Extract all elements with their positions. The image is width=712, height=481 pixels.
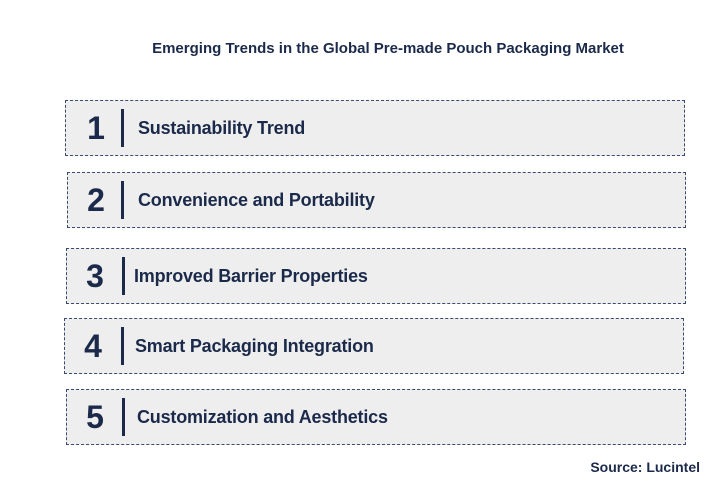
trend-number: 3: [86, 257, 104, 294]
trend-divider: [122, 257, 125, 295]
trend-item-4: 4 Smart Packaging Integration: [64, 318, 684, 374]
trend-number: 4: [84, 327, 102, 364]
source-note: Source: Lucintel: [590, 459, 700, 475]
trend-label: Customization and Aesthetics: [137, 406, 388, 427]
trend-divider: [121, 181, 124, 219]
trend-label: Improved Barrier Properties: [134, 265, 368, 286]
trend-item-5: 5 Customization and Aesthetics: [66, 389, 686, 445]
trend-number: 5: [86, 398, 104, 435]
trend-label: Smart Packaging Integration: [135, 335, 374, 356]
trend-number: 1: [87, 109, 105, 146]
trend-item-1: 1 Sustainability Trend: [65, 100, 685, 156]
trend-divider: [122, 398, 125, 436]
trend-divider: [121, 327, 124, 365]
trend-item-2: 2 Convenience and Portability: [67, 172, 686, 228]
trend-divider: [121, 109, 124, 147]
diagram-title: Emerging Trends in the Global Pre-made P…: [152, 40, 624, 57]
trend-label: Sustainability Trend: [138, 117, 306, 138]
trend-label: Convenience and Portability: [138, 189, 375, 210]
trend-item-3: 3 Improved Barrier Properties: [66, 248, 686, 304]
trend-number: 2: [87, 181, 105, 218]
